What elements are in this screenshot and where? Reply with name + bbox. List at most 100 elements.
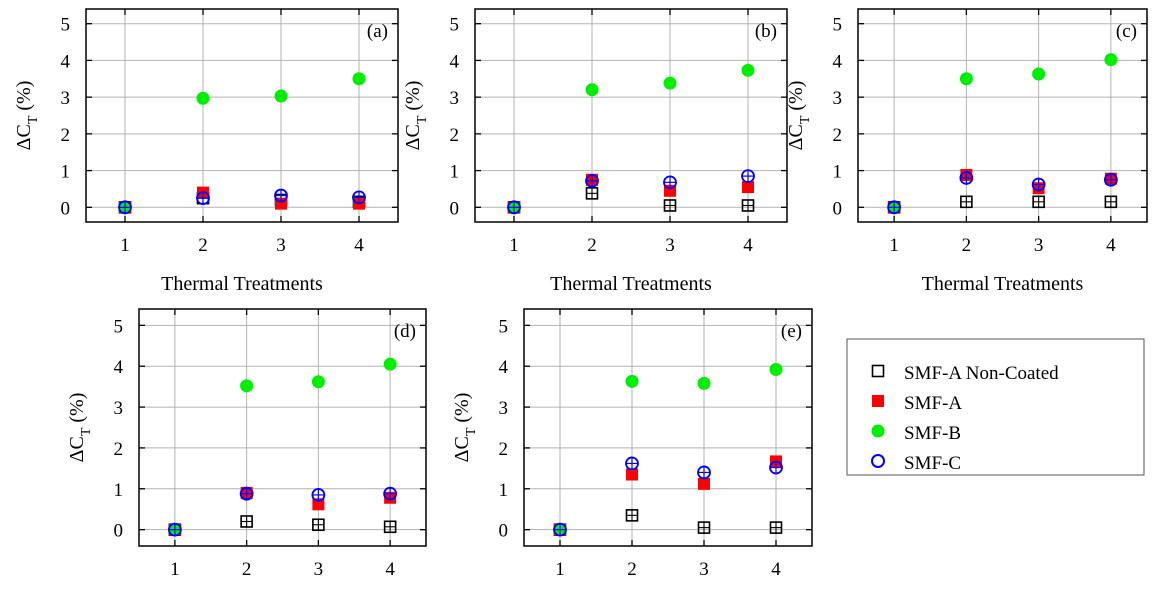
x-tick-label: 2 [587, 235, 597, 256]
legend-label: SMF-A Non-Coated [904, 363, 1059, 384]
data-point [625, 456, 639, 471]
data-point [585, 173, 599, 188]
y-axis-title: ΔCT (%) [785, 81, 813, 151]
legend-box [846, 338, 1145, 476]
x-tick-label: 1 [120, 235, 130, 256]
series-A [119, 186, 365, 214]
data-point [663, 175, 677, 190]
series-B [507, 63, 755, 214]
y-tick-label: 1 [114, 480, 124, 501]
y-axis-title: ΔCT (%) [13, 81, 41, 151]
series-A_nc [168, 515, 397, 536]
data-point [311, 488, 326, 502]
series-C [167, 486, 398, 537]
data-point [553, 522, 567, 537]
y-tick-label: 0 [499, 521, 509, 542]
data-point [625, 374, 639, 388]
x-tick-label: 3 [699, 559, 709, 580]
data-point [663, 76, 677, 90]
data-point [697, 521, 711, 534]
series-B [168, 357, 397, 537]
legend-marker-A_nc [871, 364, 885, 378]
legend-label: SMF-C [904, 453, 961, 474]
data-point [742, 181, 754, 194]
plot-frame [474, 8, 788, 223]
data-point [959, 72, 973, 86]
series-B [553, 362, 783, 537]
series-C [507, 169, 755, 215]
x-tick-label: 1 [889, 235, 899, 256]
series-A_nc [118, 191, 366, 214]
panel-label: (a) [367, 21, 388, 42]
y-tick-label: 2 [833, 125, 843, 146]
data-point [769, 362, 783, 376]
series-A [168, 486, 397, 536]
x-tick-label: 2 [627, 559, 637, 580]
data-point [1104, 195, 1118, 209]
y-tick-label: 1 [833, 162, 843, 183]
series-A [888, 168, 1117, 214]
x-axis-title: Thermal Treatments [550, 273, 712, 295]
y-tick-label: 0 [833, 198, 843, 219]
y-tick-label: 4 [450, 51, 460, 72]
data-point [769, 460, 783, 475]
plot-frame [857, 8, 1148, 223]
series-C [553, 456, 783, 537]
data-point [626, 468, 638, 481]
series-A_nc [553, 509, 783, 536]
data-point [239, 486, 254, 501]
y-tick-label: 2 [61, 125, 71, 146]
data-point [769, 521, 783, 534]
y-axis-title: ΔCT (%) [402, 81, 430, 151]
series-A_nc [887, 195, 1118, 214]
data-point [311, 375, 325, 389]
y-tick-label: 1 [61, 162, 71, 183]
data-point [507, 200, 521, 215]
data-point [352, 72, 366, 86]
x-tick-label: 4 [1106, 235, 1116, 256]
x-tick-label: 1 [170, 559, 180, 580]
y-tick-label: 5 [499, 316, 509, 337]
data-point [585, 83, 599, 97]
data-point [383, 486, 398, 501]
x-tick-label: 2 [962, 235, 972, 256]
data-point [167, 522, 182, 537]
y-tick-label: 0 [61, 198, 71, 219]
data-point [274, 89, 288, 103]
y-axis-title: ΔCT (%) [66, 393, 94, 463]
x-axis-title: Thermal Treatments [161, 273, 323, 295]
y-tick-label: 3 [833, 88, 843, 109]
data-point [1032, 67, 1046, 81]
data-point [196, 91, 210, 105]
y-tick-label: 4 [61, 51, 71, 72]
data-point [1103, 172, 1118, 187]
chart-panel-3: 1 2 3 4 0 1 2 3 4 5 Thermal Treatments ΔCT (%) (c) [785, 8, 1148, 295]
y-tick-label: 3 [114, 398, 124, 419]
y-tick-label: 4 [499, 357, 509, 378]
y-tick-label: 4 [114, 357, 124, 378]
plot-frame [523, 308, 813, 547]
x-tick-label: 1 [555, 559, 565, 580]
panel-label: (b) [755, 21, 777, 42]
x-tick-label: 2 [198, 235, 208, 256]
series-C [887, 171, 1118, 215]
data-point [698, 477, 710, 490]
y-tick-label: 3 [499, 398, 509, 419]
legend-label: SMF-A [904, 393, 962, 414]
legend-marker-B [871, 424, 885, 438]
data-point [1032, 195, 1045, 209]
data-point [625, 509, 639, 522]
x-axis-title: Thermal Treatments [922, 273, 1084, 295]
series-A [554, 455, 782, 536]
data-point [240, 379, 254, 393]
y-tick-label: 1 [450, 162, 460, 183]
x-tick-label: 3 [314, 559, 324, 580]
legend-marker-C [871, 454, 885, 468]
y-tick-label: 0 [450, 198, 460, 219]
legend: SMF-A Non-Coated SMF-A SMF-B SMF-C [846, 338, 1145, 476]
data-point [312, 518, 325, 532]
chart-panel-1: 1 2 3 4 0 1 2 3 4 5 Thermal Treatments ΔCT (%) (a) [13, 8, 399, 295]
data-point [383, 520, 397, 534]
